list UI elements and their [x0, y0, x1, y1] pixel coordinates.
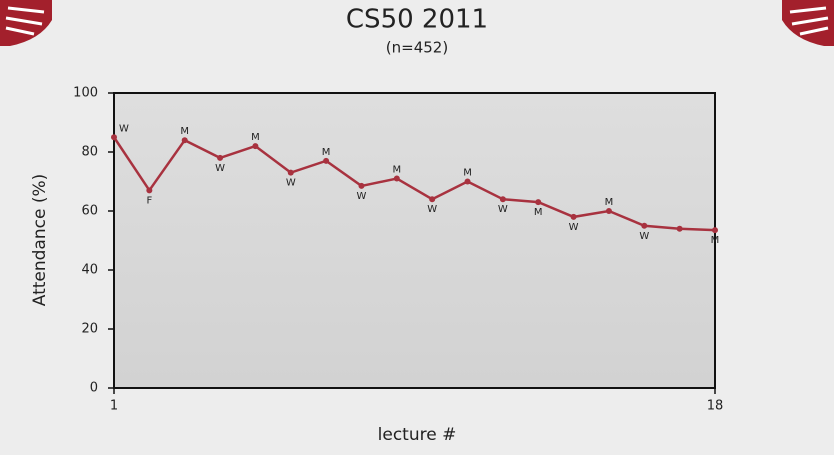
y-tick-label: 0: [90, 381, 98, 396]
chart-title: CS50 2011: [346, 5, 488, 35]
chart-subtitle: (n=452): [386, 39, 448, 57]
y-tick-label: 20: [81, 322, 98, 337]
data-point: [499, 196, 506, 203]
day-label: M: [322, 147, 331, 158]
day-label: M: [180, 126, 189, 137]
day-label: W: [286, 178, 296, 189]
x-tick-label: 1: [110, 399, 118, 414]
day-label: M: [605, 197, 614, 208]
day-label: W: [569, 222, 579, 233]
logo-right: [782, 0, 834, 46]
day-label: W: [119, 123, 129, 134]
day-label: W: [639, 231, 649, 242]
data-point: [358, 182, 365, 189]
data-point: [323, 157, 330, 164]
data-point: [181, 137, 188, 144]
day-label: M: [393, 165, 402, 176]
x-tick-label: 18: [707, 399, 724, 414]
day-label: W: [215, 163, 225, 174]
day-label: M: [711, 235, 720, 246]
y-tick-label: 80: [81, 145, 98, 160]
data-point: [429, 196, 436, 203]
data-point: [287, 169, 294, 176]
data-point: [570, 213, 577, 220]
data-line: [112, 136, 716, 232]
day-label: M: [251, 132, 260, 143]
data-point: [393, 175, 400, 182]
day-label: M: [463, 168, 472, 179]
data-point: [146, 187, 153, 194]
y-tick-label: 60: [81, 204, 98, 219]
data-point: [252, 143, 259, 150]
data-point: [605, 208, 612, 214]
day-label: W: [498, 204, 508, 215]
data-point: [111, 134, 117, 141]
y-axis-label: Attendance (%): [30, 174, 50, 307]
y-tick-label: 100: [73, 86, 98, 101]
data-point: [641, 222, 648, 229]
day-label: W: [427, 204, 437, 215]
data-point: [535, 199, 542, 206]
data-point: [676, 225, 683, 232]
day-label: F: [146, 195, 152, 206]
data-point: [217, 154, 224, 161]
data-point: [464, 178, 471, 185]
logo-left: [0, 0, 52, 46]
day-label: W: [357, 191, 367, 202]
data-point: [712, 227, 718, 234]
y-tick-label: 40: [81, 263, 98, 278]
day-label: M: [534, 207, 543, 218]
plot-area: [113, 92, 716, 389]
x-axis-label: lecture #: [378, 425, 457, 445]
